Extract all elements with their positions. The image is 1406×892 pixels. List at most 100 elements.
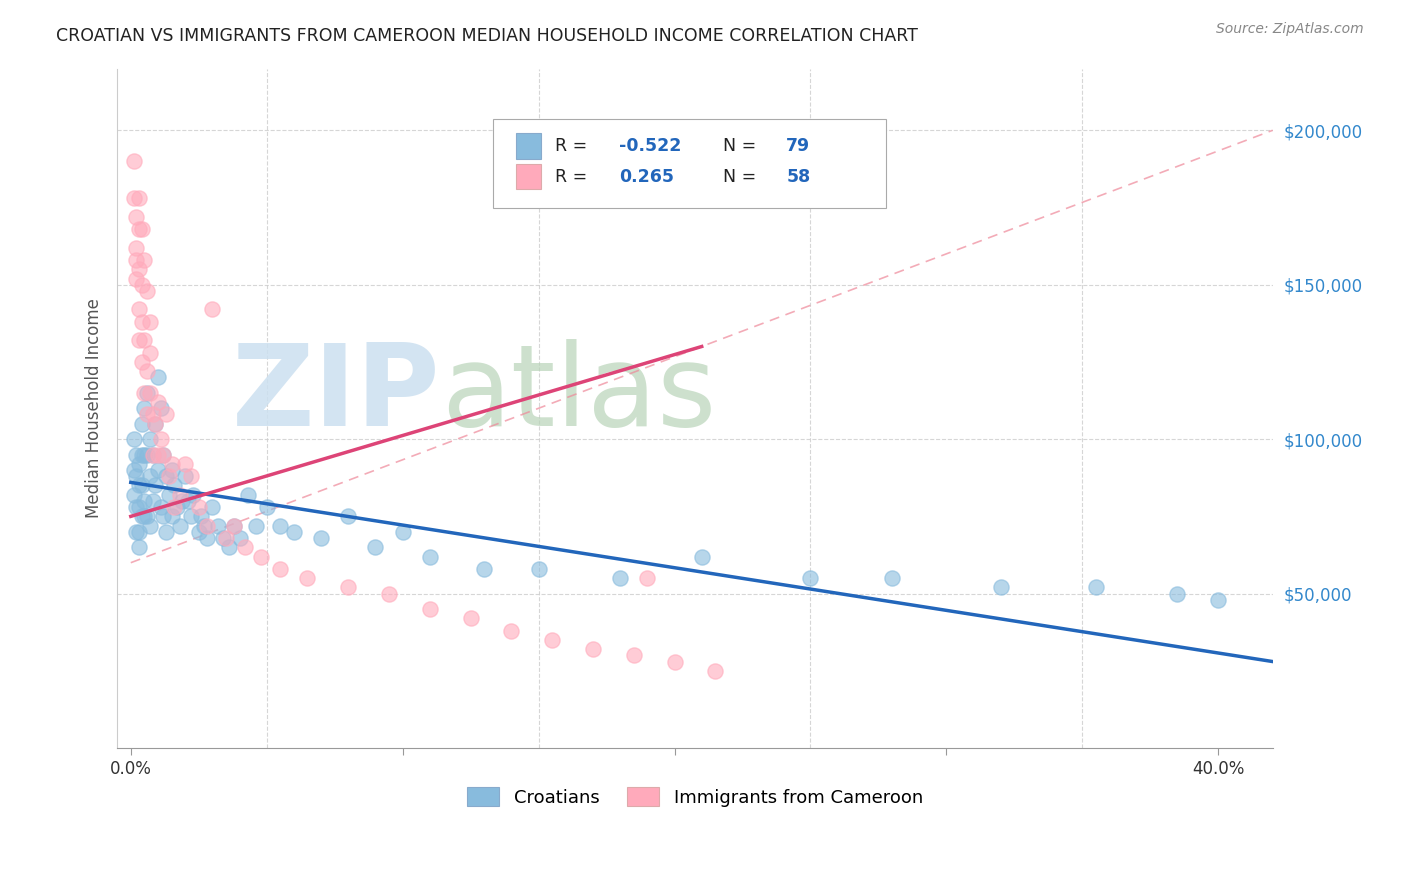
Point	[309, 531, 332, 545]
Point	[141, 408, 163, 422]
Point	[664, 655, 686, 669]
Point	[146, 448, 169, 462]
Point	[134, 494, 156, 508]
Point	[125, 524, 148, 539]
Point	[193, 518, 215, 533]
Point	[378, 586, 401, 600]
Point	[233, 541, 256, 555]
Point	[125, 241, 148, 255]
Text: -0.522: -0.522	[619, 137, 681, 155]
Point	[131, 315, 153, 329]
Point	[125, 469, 148, 483]
Point	[131, 448, 153, 462]
Point	[141, 448, 163, 462]
Point	[690, 549, 713, 564]
Point	[152, 448, 174, 462]
Point	[460, 611, 482, 625]
Point	[163, 500, 186, 515]
Point	[139, 469, 162, 483]
Point	[128, 222, 150, 236]
Point	[609, 571, 631, 585]
Point	[181, 488, 204, 502]
Point	[139, 518, 162, 533]
Point	[125, 210, 148, 224]
Point	[122, 432, 145, 446]
Point	[364, 541, 387, 555]
Point	[215, 531, 238, 545]
Point	[177, 494, 200, 508]
Point	[155, 408, 177, 422]
Point	[128, 541, 150, 555]
Point	[163, 478, 186, 492]
Point	[195, 531, 218, 545]
Point	[472, 562, 495, 576]
Point	[419, 602, 441, 616]
Point	[218, 541, 240, 555]
Point	[139, 432, 162, 446]
Point	[143, 417, 166, 431]
Point	[131, 355, 153, 369]
Point	[880, 571, 903, 585]
Point	[131, 277, 153, 292]
Point	[1084, 581, 1107, 595]
Point	[122, 191, 145, 205]
Point	[201, 302, 224, 317]
Point	[128, 334, 150, 348]
Point	[704, 664, 727, 678]
Point	[134, 334, 156, 348]
Point	[155, 469, 177, 483]
Point	[297, 571, 319, 585]
Point	[636, 571, 658, 585]
Point	[180, 509, 202, 524]
Point	[146, 370, 169, 384]
Point	[157, 469, 180, 483]
Point	[195, 518, 218, 533]
Point	[212, 531, 235, 545]
Point	[623, 648, 645, 663]
Point	[157, 488, 180, 502]
Point	[125, 448, 148, 462]
Point	[134, 448, 156, 462]
Point	[149, 401, 172, 416]
Point	[125, 253, 148, 268]
Text: CROATIAN VS IMMIGRANTS FROM CAMEROON MEDIAN HOUSEHOLD INCOME CORRELATION CHART: CROATIAN VS IMMIGRANTS FROM CAMEROON MED…	[56, 27, 918, 45]
Point	[149, 432, 172, 446]
Point	[152, 509, 174, 524]
Point	[139, 315, 162, 329]
Point	[128, 524, 150, 539]
Point	[134, 385, 156, 400]
Point	[136, 385, 159, 400]
Point	[136, 408, 159, 422]
Point	[269, 562, 291, 576]
Text: 58: 58	[786, 168, 810, 186]
Point	[152, 448, 174, 462]
Point	[990, 581, 1012, 595]
Point	[283, 524, 305, 539]
Point	[1166, 586, 1188, 600]
Point	[207, 518, 229, 533]
Point	[136, 448, 159, 462]
Point	[128, 500, 150, 515]
FancyBboxPatch shape	[516, 163, 541, 189]
Point	[128, 262, 150, 277]
Point	[155, 524, 177, 539]
FancyBboxPatch shape	[516, 133, 541, 159]
Point	[166, 500, 188, 515]
Point	[250, 549, 273, 564]
Point	[134, 253, 156, 268]
Point	[174, 457, 197, 471]
Point	[128, 457, 150, 471]
Point	[501, 624, 523, 638]
Point	[128, 191, 150, 205]
Point	[136, 509, 159, 524]
Y-axis label: Median Household Income: Median Household Income	[86, 298, 103, 518]
Point	[187, 500, 209, 515]
Point	[131, 222, 153, 236]
Point	[337, 581, 360, 595]
Point	[228, 531, 250, 545]
Point	[174, 469, 197, 483]
Point	[337, 509, 360, 524]
Point	[419, 549, 441, 564]
Point	[149, 500, 172, 515]
Point	[134, 401, 156, 416]
